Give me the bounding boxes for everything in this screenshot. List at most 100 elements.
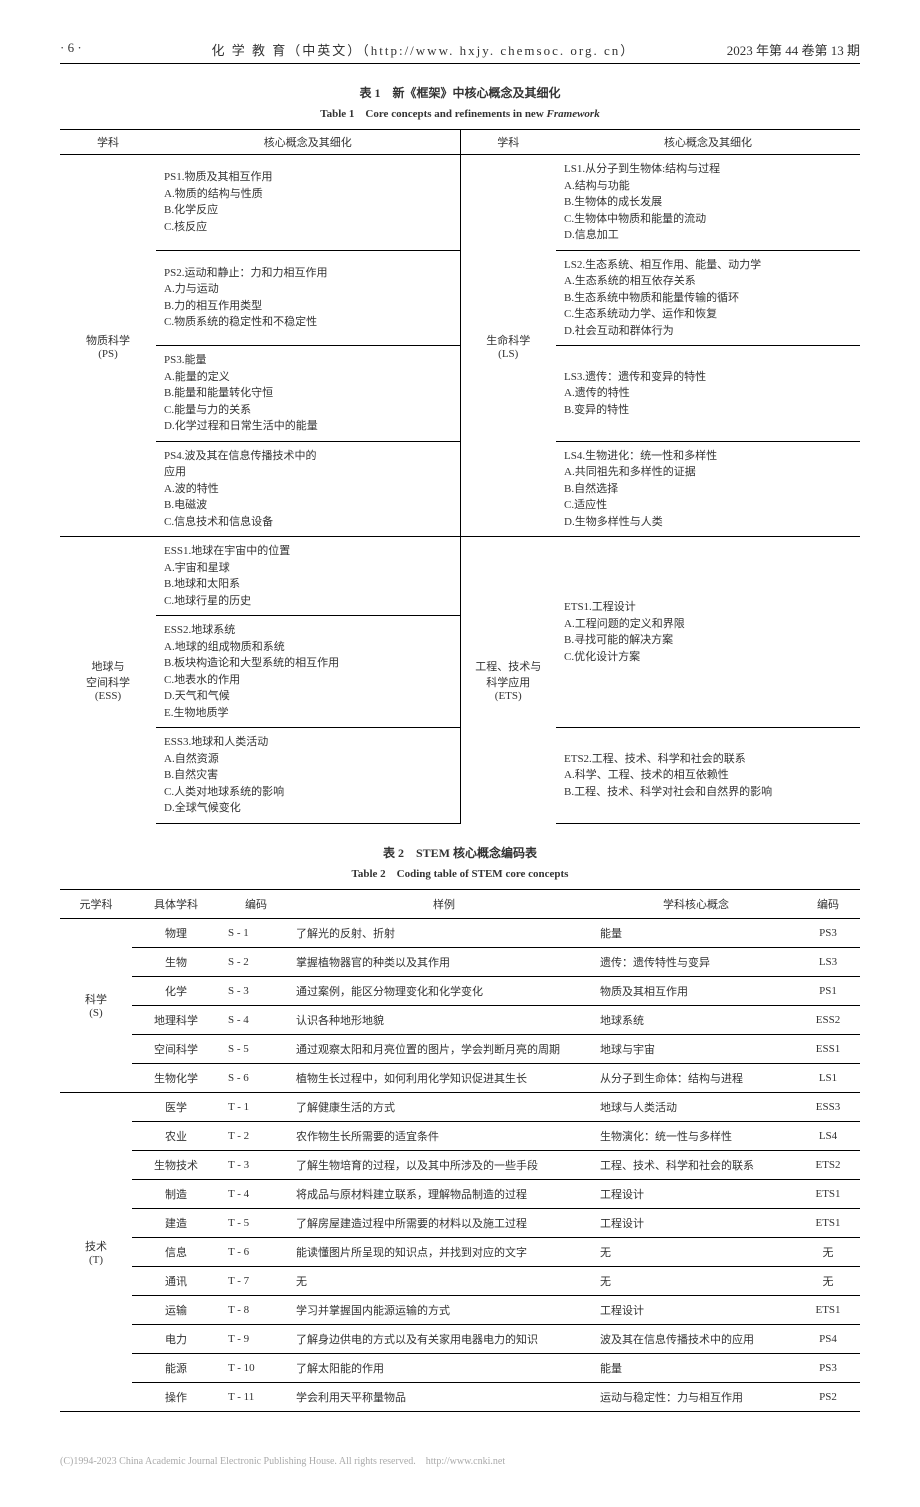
t2-code: S - 4 (220, 1005, 292, 1034)
t1-right-block: LS1.从分子到生物体:结构与过程A.结构与功能B.生物体的成长发展C.生物体中… (556, 155, 860, 251)
t2-ccode: ETS1 (796, 1179, 860, 1208)
t1-left-block: PS1.物质及其相互作用A.物质的结构与性质B.化学反应C.核反应 (156, 155, 460, 251)
t2-ccode: PS3 (796, 918, 860, 947)
t1-left-block: ESS2.地球系统A.地球的组成物质和系统B.板块构造论和大型系统的相互作用C.… (156, 616, 460, 728)
t2-concept: 遗传：遗传特性与变异 (596, 947, 796, 976)
t1-left-block: PS4.波及其在信息传播技术中的应用A.波的特性B.电磁波C.信息技术和信息设备 (156, 441, 460, 537)
t2h2: 具体学科 (132, 889, 220, 918)
table1-header-row: 学科 核心概念及其细化 学科 核心概念及其细化 (60, 130, 860, 155)
t2-concept: 地球与宇宙 (596, 1034, 796, 1063)
t2-sample: 无 (292, 1266, 596, 1295)
t2-subject: 建造 (132, 1208, 220, 1237)
table2-row: 空间科学S - 5通过观察太阳和月亮位置的图片，学会判断月亮的周期地球与宇宙ES… (60, 1034, 860, 1063)
t2-code: T - 2 (220, 1121, 292, 1150)
t2-sample: 能读懂图片所呈现的知识点，并找到对应的文字 (292, 1237, 596, 1266)
t2-sample: 通过观察太阳和月亮位置的图片，学会判断月亮的周期 (292, 1034, 596, 1063)
t1-left-discipline: 物质科学(PS) (60, 155, 156, 537)
t2-concept: 工程设计 (596, 1179, 796, 1208)
table2-header-row: 元学科 具体学科 编码 样例 学科核心概念 编码 (60, 889, 860, 918)
t1h4: 核心概念及其细化 (556, 130, 860, 155)
t2-concept: 工程设计 (596, 1208, 796, 1237)
table2-row: 技术(T)医学T - 1了解健康生活的方式地球与人类活动ESS3 (60, 1092, 860, 1121)
t2-sample: 了解生物培育的过程，以及其中所涉及的一些手段 (292, 1150, 596, 1179)
table2-row: 科学(S)物理S - 1了解光的反射、折射能量PS3 (60, 918, 860, 947)
t2-code: S - 2 (220, 947, 292, 976)
t2-ccode: ESS1 (796, 1034, 860, 1063)
t2-ccode: ETS1 (796, 1295, 860, 1324)
t2h1: 元学科 (60, 889, 132, 918)
table2: 元学科 具体学科 编码 样例 学科核心概念 编码 科学(S)物理S - 1了解光… (60, 889, 860, 1412)
table2-row: 能源T - 10了解太阳能的作用能量PS3 (60, 1353, 860, 1382)
t2-sample: 掌握植物器官的种类以及其作用 (292, 947, 596, 976)
t2-subject: 制造 (132, 1179, 220, 1208)
table2-row: 通讯T - 7无无无 (60, 1266, 860, 1295)
t2-ccode: 无 (796, 1266, 860, 1295)
t2-code: S - 1 (220, 918, 292, 947)
t2-code: T - 6 (220, 1237, 292, 1266)
t2-ccode: ESS3 (796, 1092, 860, 1121)
t2-ccode: PS1 (796, 976, 860, 1005)
t2-code: T - 7 (220, 1266, 292, 1295)
t2-subject: 物理 (132, 918, 220, 947)
t2-subject: 空间科学 (132, 1034, 220, 1063)
table2-row: 生物S - 2掌握植物器官的种类以及其作用遗传：遗传特性与变异LS3 (60, 947, 860, 976)
t2-code: S - 6 (220, 1063, 292, 1092)
t2-concept: 波及其在信息传播技术中的应用 (596, 1324, 796, 1353)
t2-code: T - 8 (220, 1295, 292, 1324)
page-header: · 6 · 化 学 教 育（中英文）（http://www. hxjy. che… (60, 40, 860, 64)
t2h4: 样例 (292, 889, 596, 918)
t2-subject: 医学 (132, 1092, 220, 1121)
journal-title: 化 学 教 育（中英文）（http://www. hxjy. chemsoc. … (120, 40, 727, 59)
t1-left-discipline: 地球与空间科学(ESS) (60, 537, 156, 824)
table2-row: 制造T - 4将成品与原材料建立联系，理解物品制造的过程工程设计ETS1 (60, 1179, 860, 1208)
page-footer: (C)1994-2023 China Academic Journal Elec… (60, 1452, 860, 1467)
page-number: · 6 · (60, 40, 120, 59)
t1-right-block: LS3.遗传：遗传和变异的特性A.遗传的特性B.变异的特性 (556, 346, 860, 442)
t2-concept: 运动与稳定性：力与相互作用 (596, 1382, 796, 1411)
t2-subject: 运输 (132, 1295, 220, 1324)
t1-right-discipline: 生命科学(LS) (460, 155, 556, 537)
t1-left-block: ESS3.地球和人类活动A.自然资源B.自然灾害C.人类对地球系统的影响D.全球… (156, 728, 460, 824)
t1-left-block: ESS1.地球在宇宙中的位置A.宇宙和星球B.地球和太阳系C.地球行星的历史 (156, 537, 460, 616)
t2-ccode: LS4 (796, 1121, 860, 1150)
t1-left-block: PS3.能量A.能量的定义B.能量和能量转化守恒C.能量与力的关系D.化学过程和… (156, 346, 460, 442)
t1-right-block: LS4.生物进化：统一性和多样性A.共同祖先和多样性的证据B.自然选择C.适应性… (556, 441, 860, 537)
t2-code: S - 3 (220, 976, 292, 1005)
table2-row: 农业T - 2农作物生长所需要的适宜条件生物演化：统一性与多样性LS4 (60, 1121, 860, 1150)
t2-subject: 能源 (132, 1353, 220, 1382)
t2-meta: 技术(T) (60, 1092, 132, 1411)
t2h5: 学科核心概念 (596, 889, 796, 918)
t2-subject: 生物 (132, 947, 220, 976)
t2-concept: 能量 (596, 1353, 796, 1382)
t2-concept: 能量 (596, 918, 796, 947)
t2-code: S - 5 (220, 1034, 292, 1063)
t2-subject: 化学 (132, 976, 220, 1005)
t2-code: T - 11 (220, 1382, 292, 1411)
table1: 学科 核心概念及其细化 学科 核心概念及其细化 物质科学(PS)PS1.物质及其… (60, 129, 860, 824)
t2h6: 编码 (796, 889, 860, 918)
t2-concept: 物质及其相互作用 (596, 976, 796, 1005)
t2-concept: 地球与人类活动 (596, 1092, 796, 1121)
t2-meta: 科学(S) (60, 918, 132, 1092)
t2-sample: 了解光的反射、折射 (292, 918, 596, 947)
table1-title-en: Table 1 Core concepts and refinements in… (60, 105, 860, 121)
t1h1: 学科 (60, 130, 156, 155)
t2-sample: 了解太阳能的作用 (292, 1353, 596, 1382)
t1h2: 核心概念及其细化 (156, 130, 460, 155)
t2-sample: 农作物生长所需要的适宜条件 (292, 1121, 596, 1150)
t2-subject: 农业 (132, 1121, 220, 1150)
table2-row: 电力T - 9了解身边供电的方式以及有关家用电器电力的知识波及其在信息传播技术中… (60, 1324, 860, 1353)
t2-subject: 操作 (132, 1382, 220, 1411)
t2-sample: 将成品与原材料建立联系，理解物品制造的过程 (292, 1179, 596, 1208)
t2-ccode: ESS2 (796, 1005, 860, 1034)
t2-ccode: PS4 (796, 1324, 860, 1353)
t2-code: T - 3 (220, 1150, 292, 1179)
t2-code: T - 5 (220, 1208, 292, 1237)
t1-right-block: LS2.生态系统、相互作用、能量、动力学A.生态系统的相互依存关系B.生态系统中… (556, 250, 860, 346)
t1h3: 学科 (460, 130, 556, 155)
t2-code: T - 10 (220, 1353, 292, 1382)
t2-ccode: ETS1 (796, 1208, 860, 1237)
t2-subject: 信息 (132, 1237, 220, 1266)
t2-sample: 了解身边供电的方式以及有关家用电器电力的知识 (292, 1324, 596, 1353)
t2-sample: 了解健康生活的方式 (292, 1092, 596, 1121)
